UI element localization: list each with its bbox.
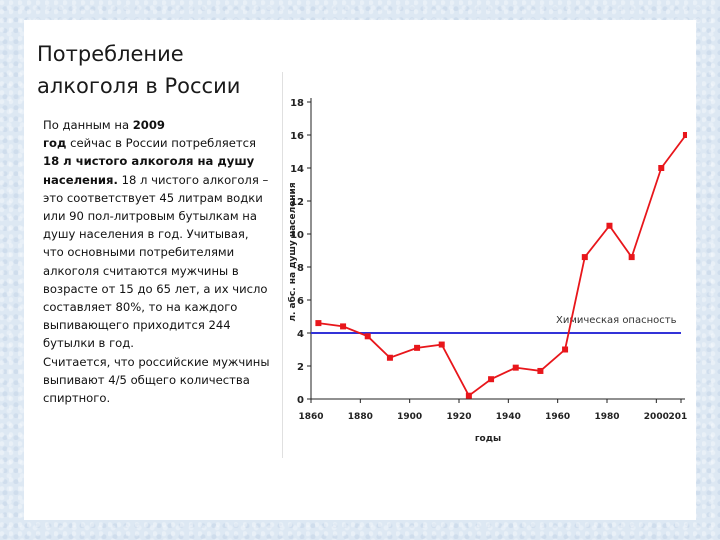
data-point	[562, 346, 569, 353]
data-point	[414, 344, 421, 351]
x-tick-label: 1880	[348, 412, 373, 422]
data-point	[364, 333, 371, 340]
series-line	[318, 134, 687, 398]
x-tick-labels: 1860 1880 1900 1920 1940 1960 1980 20002010	[298, 399, 694, 422]
body-text: По данным на 2009 год сейчас в России пот…	[43, 116, 271, 407]
x-tick-label: 1940	[496, 412, 521, 422]
y-tick-label: 8	[297, 263, 304, 274]
x-tick-label: 1920	[446, 412, 471, 422]
data-point	[315, 320, 322, 327]
data-point	[488, 376, 495, 383]
text-part-4: Считается, что российские мужчины выпива…	[43, 354, 270, 406]
text-part-1: По данным на	[43, 118, 133, 132]
text-bold-year: 2009	[132, 118, 166, 132]
y-tick-label: 6	[297, 296, 304, 307]
data-point	[465, 392, 472, 399]
text-bold-18l: 18 л чистого алкоголя на душу населения.	[43, 154, 255, 187]
data-point	[438, 341, 445, 348]
data-point	[682, 132, 689, 138]
y-tick-label: 14	[290, 164, 304, 175]
line-chart: 0 2 4 6 8 10 12 14 16 18 1860 1880 1900 1920 1940 1960…	[287, 98, 694, 444]
x-tick-label: 1900	[397, 412, 422, 422]
data-point	[628, 254, 635, 261]
chart-axes	[310, 98, 685, 400]
data-point	[386, 354, 393, 361]
data-point	[581, 254, 588, 261]
y-tick-label: 4	[297, 329, 304, 340]
data-point	[340, 323, 347, 330]
slide-title: Потребление алкоголя в России	[37, 38, 277, 102]
y-axis-label: л. абс. на душу населения	[287, 182, 298, 321]
data-point	[512, 364, 519, 371]
data-point	[537, 367, 544, 374]
data-point	[606, 222, 613, 229]
y-tick-label: 16	[290, 131, 304, 142]
reference-line-label: Химическая опасность	[556, 315, 677, 326]
x-tick-label: 1860	[298, 412, 323, 422]
y-tick-label: 2	[297, 362, 304, 373]
data-point	[658, 165, 665, 171]
series-group	[315, 132, 689, 399]
x-tick-label: 2000	[644, 412, 669, 422]
y-tick-label: 12	[290, 197, 304, 208]
x-axis-label: годы	[475, 434, 501, 444]
x-tick-label: 1980	[594, 412, 619, 422]
x-tick-label: 2010	[668, 412, 687, 422]
title-line-1: Потребление	[37, 42, 184, 66]
text-bold-god: год	[43, 136, 67, 151]
x-tick-label: 1960	[545, 412, 570, 422]
y-tick-label: 0	[297, 395, 304, 406]
y-tick-label: 18	[290, 98, 304, 109]
text-part-3: 18 л чистого алкоголя – это соответствуе…	[43, 172, 269, 351]
y-tick-labels: 0 2 4 6 8 10 12 14 16 18	[290, 98, 311, 406]
chart-panel: 0 2 4 6 8 10 12 14 16 18 1860 1880 1900 1920 1940 1960…	[282, 72, 694, 458]
text-part-2: сейчас в России потребляется	[66, 136, 256, 151]
reference-line-group: Химическая опасность	[311, 315, 681, 334]
y-tick-label: 10	[290, 230, 304, 241]
title-line-2: алкоголя в России	[37, 74, 241, 98]
